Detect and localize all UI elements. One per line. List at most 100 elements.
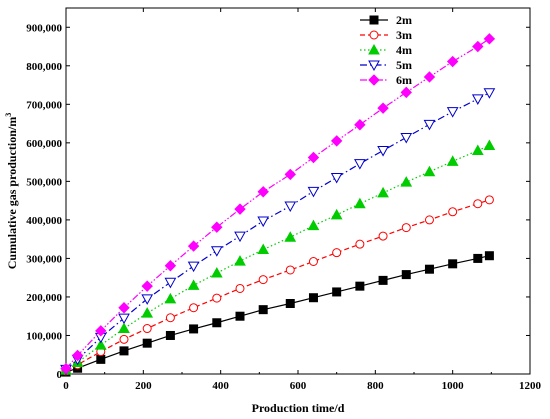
series-4m (60, 139, 496, 375)
legend-item-6m: 6m (360, 73, 412, 87)
data-point-4m (210, 267, 223, 278)
data-point-6m (483, 33, 496, 45)
data-point-6m (118, 302, 130, 314)
legend-label-4m: 4m (396, 43, 412, 57)
x-tick-label: 400 (212, 380, 229, 392)
data-point-4m (354, 197, 366, 209)
x-axis: 0 200 400 600 800 1000 1200 (63, 8, 542, 392)
y-tick-label: 200,000 (26, 292, 62, 304)
data-point-5m (354, 159, 366, 170)
data-point-5m (400, 132, 413, 144)
data-point-2m (401, 270, 411, 280)
data-point-2m (448, 259, 458, 269)
data-point-6m (446, 55, 459, 68)
data-point-2m (142, 338, 152, 348)
data-point-3m (285, 265, 295, 275)
data-point-5m (307, 186, 320, 198)
data-point-4m (471, 144, 484, 156)
y-tick-label: 300,000 (26, 253, 62, 265)
data-point-5m (330, 173, 343, 184)
legend-item-3m: 3m (360, 28, 412, 42)
data-point-6m (400, 86, 412, 99)
data-point-5m (210, 246, 223, 257)
legend-marker-4m (368, 43, 380, 55)
data-point-5m (187, 261, 200, 273)
y-tick-label: 100,000 (26, 330, 62, 342)
data-point-5m (471, 94, 484, 105)
data-point-6m (141, 280, 153, 292)
series-6m (60, 33, 496, 375)
data-point-2m (235, 311, 245, 321)
data-point-2m (96, 354, 106, 364)
data-point-4m (257, 243, 270, 255)
data-point-4m (307, 219, 320, 231)
data-point-6m (71, 349, 84, 362)
data-point-6m (330, 135, 343, 147)
legend-marker-2m (369, 15, 379, 25)
data-point-5m (141, 294, 154, 305)
data-point-2m (378, 275, 388, 285)
data-point-4m (118, 322, 130, 334)
series-line-4m (65, 144, 490, 371)
data-point-5m (164, 277, 177, 289)
legend-label-6m: 6m (396, 73, 412, 87)
data-point-2m (355, 281, 365, 291)
series-3m (61, 195, 494, 376)
legend-item-2m: 2m (360, 13, 412, 27)
data-point-3m (401, 223, 411, 233)
data-point-6m (377, 102, 389, 114)
data-point-6m (187, 240, 200, 252)
x-axis-title: Production time/d (252, 401, 345, 415)
data-point-2m (119, 346, 129, 356)
data-point-3m (448, 207, 458, 217)
series-line-6m (65, 38, 490, 370)
data-point-6m (257, 186, 269, 198)
data-point-6m (284, 168, 296, 181)
data-point-4m (400, 176, 413, 187)
data-point-2m (308, 293, 318, 303)
data-point-2m (424, 264, 434, 274)
legend-marker-5m (368, 60, 380, 72)
y-axis-title-superscript: 3 (4, 113, 13, 117)
x-tick-label: 600 (290, 380, 307, 392)
y-tick-label: 900,000 (26, 22, 62, 34)
legend-item-4m: 4m (360, 43, 412, 57)
data-point-4m (94, 339, 107, 350)
y-tick-label: 600,000 (26, 138, 62, 150)
y-tick-label: 700,000 (26, 99, 62, 111)
data-point-2m (285, 298, 295, 308)
data-point-6m (472, 40, 484, 53)
data-point-3m (165, 313, 175, 323)
data-point-5m (483, 88, 496, 99)
data-point-3m (355, 239, 365, 249)
legend-marker-3m (369, 30, 379, 40)
y-axis-title-text: Cumulative gas production/m (5, 117, 19, 269)
data-point-3m (142, 324, 152, 334)
data-point-5m (284, 201, 297, 213)
data-point-6m (60, 362, 72, 375)
y-tick-label: 500,000 (26, 176, 62, 188)
data-point-4m (141, 307, 154, 318)
data-point-6m (95, 325, 107, 337)
data-point-5m (423, 119, 436, 131)
data-point-2m (332, 287, 342, 297)
data-point-4m (423, 165, 436, 177)
data-point-3m (308, 257, 318, 267)
data-point-3m (473, 199, 483, 209)
legend-marker-6m (368, 74, 380, 86)
data-point-6m (164, 260, 177, 272)
legend-item-5m: 5m (360, 58, 412, 72)
data-point-4m (446, 155, 459, 166)
data-point-3m (212, 293, 222, 303)
series-line-3m (65, 199, 490, 372)
data-point-6m (307, 151, 320, 164)
data-point-3m (258, 275, 268, 285)
data-point-6m (423, 71, 436, 83)
data-point-5m (377, 146, 389, 157)
data-point-5m (234, 231, 246, 243)
series-layer (60, 33, 496, 377)
data-point-5m (118, 313, 130, 325)
x-tick-label: 1000 (442, 380, 465, 392)
